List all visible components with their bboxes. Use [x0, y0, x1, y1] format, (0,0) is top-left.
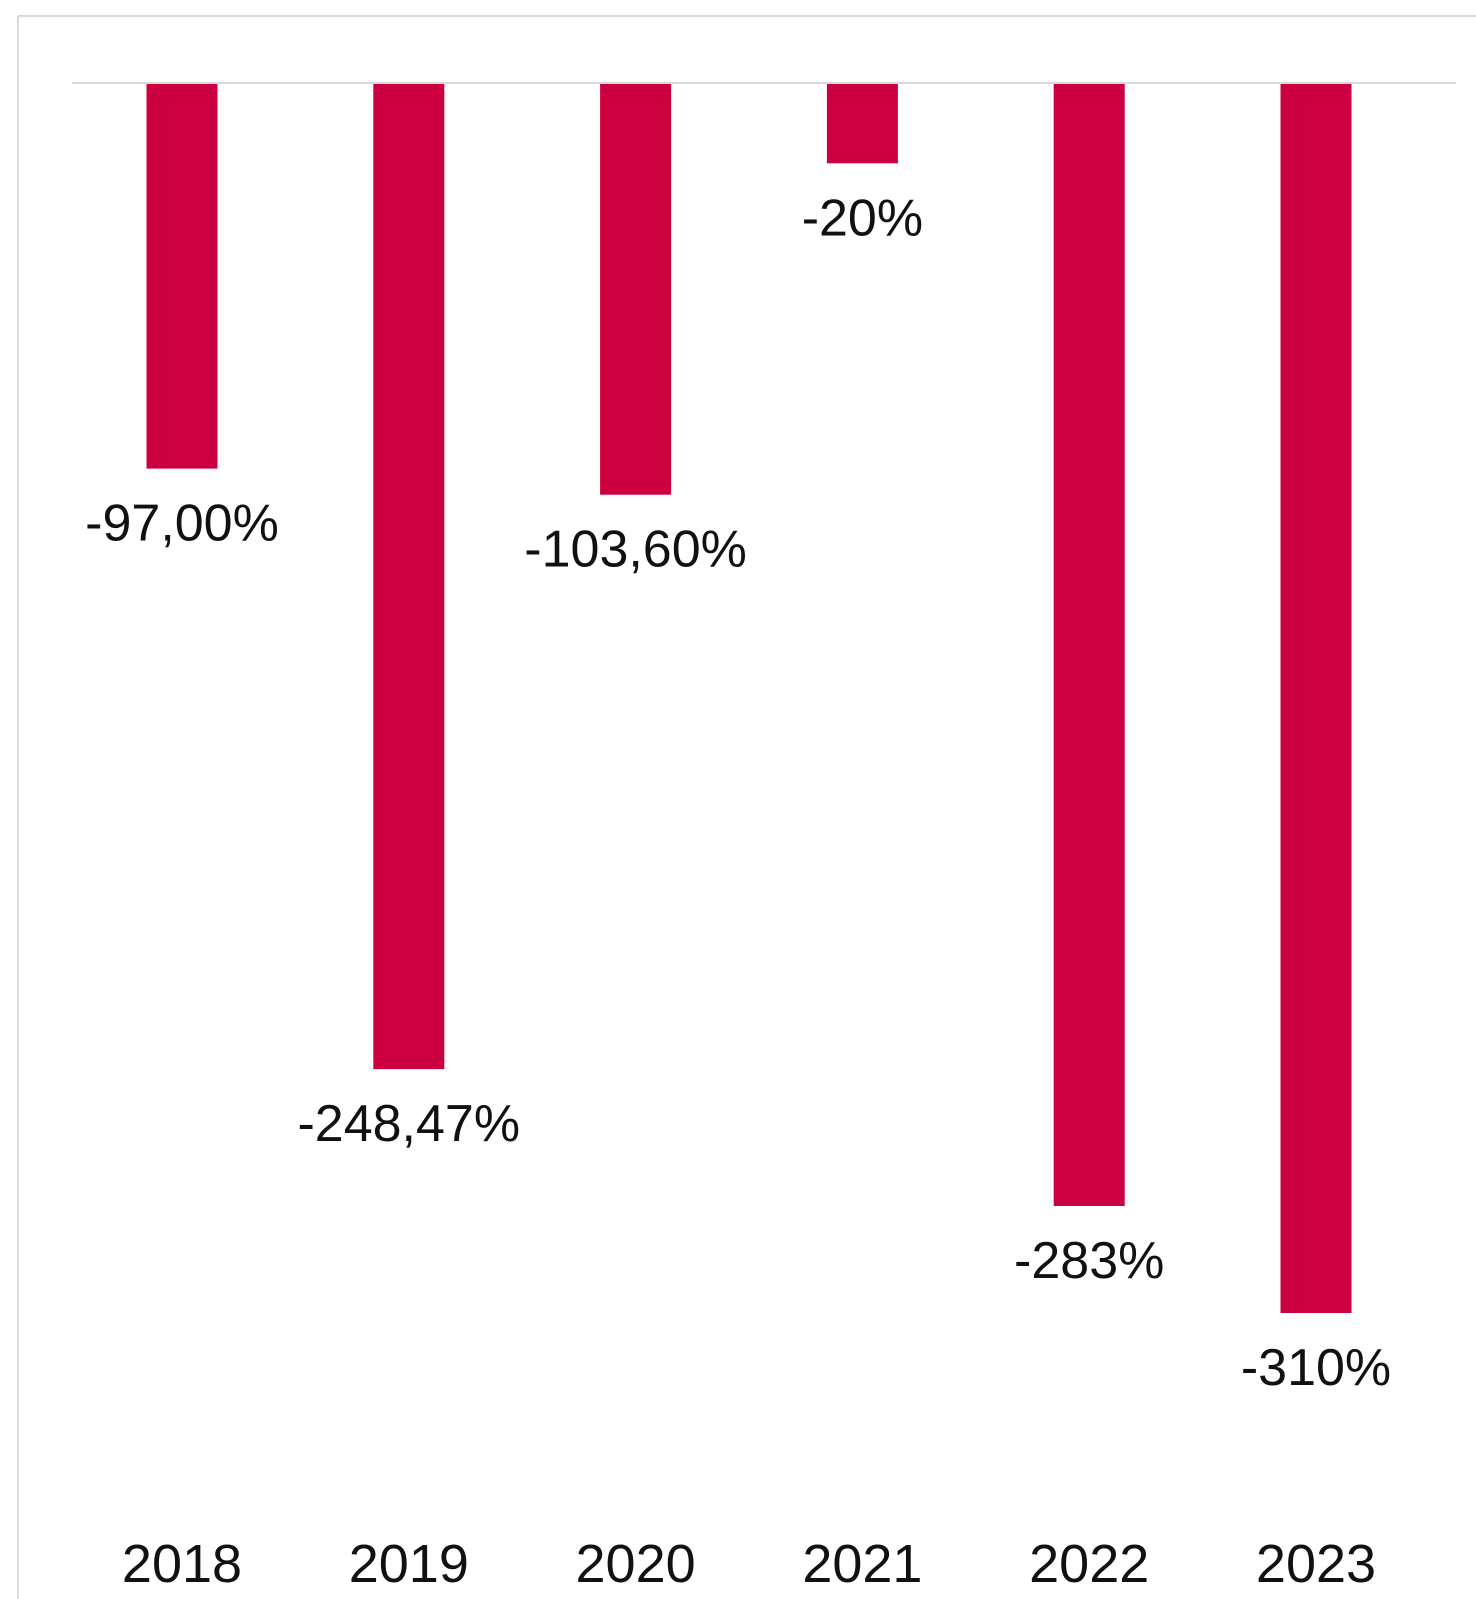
bar-2021 — [826, 84, 898, 164]
data-labels-group: -97,00% -248,47% -103,60% -20% -283% -310% — [85, 189, 1391, 1397]
x-tick-label-2023: 2023 — [1256, 1534, 1376, 1594]
x-tick-label-2018: 2018 — [122, 1534, 242, 1594]
bar-2023 — [1280, 84, 1352, 1313]
data-label-2023: -310% — [1241, 1339, 1391, 1397]
bar-2022 — [1053, 84, 1125, 1206]
bar-2018 — [146, 84, 218, 469]
data-label-2020: -103,60% — [524, 521, 747, 579]
x-axis-tick-labels: 2018 2019 2020 2021 2022 2023 — [122, 1534, 1376, 1594]
x-tick-label-2021: 2021 — [802, 1534, 922, 1594]
x-tick-label-2022: 2022 — [1029, 1534, 1149, 1594]
bar-2019 — [373, 84, 445, 1070]
x-tick-label-2020: 2020 — [576, 1534, 696, 1594]
bars-group — [146, 84, 1352, 1313]
data-label-2018: -97,00% — [85, 495, 279, 553]
x-tick-label-2019: 2019 — [349, 1534, 469, 1594]
data-label-2019: -248,47% — [297, 1095, 520, 1153]
data-label-2022: -283% — [1014, 1232, 1164, 1290]
data-label-2021: -20% — [802, 189, 923, 247]
bar-2020 — [600, 84, 672, 495]
